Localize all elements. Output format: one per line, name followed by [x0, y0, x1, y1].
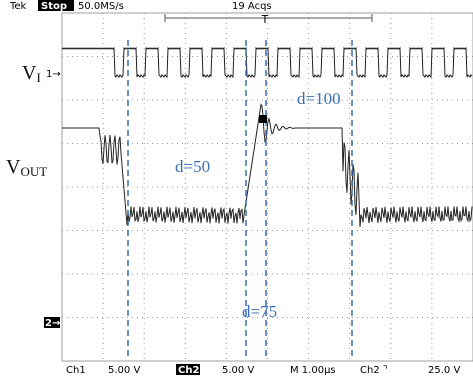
acquisitions: 19 Acqs — [232, 1, 272, 12]
trace-label-main: V — [6, 156, 21, 178]
trace-label-sub: OUT — [20, 164, 47, 179]
ch1-scale: 5.00 V — [108, 365, 140, 376]
delay-markers — [128, 40, 352, 360]
timebase: M 1.00µs — [290, 365, 336, 376]
trace-label-sub: I — [36, 70, 40, 85]
trigger-source: Ch2 ⌝ — [360, 365, 388, 376]
trace-marker: 2→ — [45, 318, 60, 329]
ch2-scale: 5.00 V — [222, 365, 254, 376]
trigger-level: 25.0 V — [428, 365, 460, 376]
vi-waveform — [62, 48, 472, 77]
ch2-label: Ch2 — [178, 365, 199, 376]
annotation: d=50 — [175, 157, 210, 176]
cursor-box — [259, 115, 267, 123]
annotation: d=100 — [297, 89, 341, 108]
status: Stop — [41, 1, 67, 12]
brand: Tek — [9, 1, 27, 12]
trace-label: VI — [22, 62, 41, 85]
trigger-marker: T — [261, 13, 269, 26]
trace-label: VOUT — [6, 156, 47, 179]
ch1-label: Ch1 — [66, 365, 86, 376]
trace-marker: 1→ — [46, 69, 61, 80]
page: T Tek Stop 50.0MS/s 19 Acqs VI 1→ VOUT 2… — [0, 0, 473, 381]
annotation: d=75 — [242, 302, 277, 321]
sample-rate: 50.0MS/s — [78, 1, 124, 12]
record-bracket — [165, 14, 372, 22]
scope-screen: T Tek Stop 50.0MS/s 19 Acqs VI 1→ VOUT 2… — [0, 0, 473, 381]
trace-label-main: V — [22, 62, 37, 84]
